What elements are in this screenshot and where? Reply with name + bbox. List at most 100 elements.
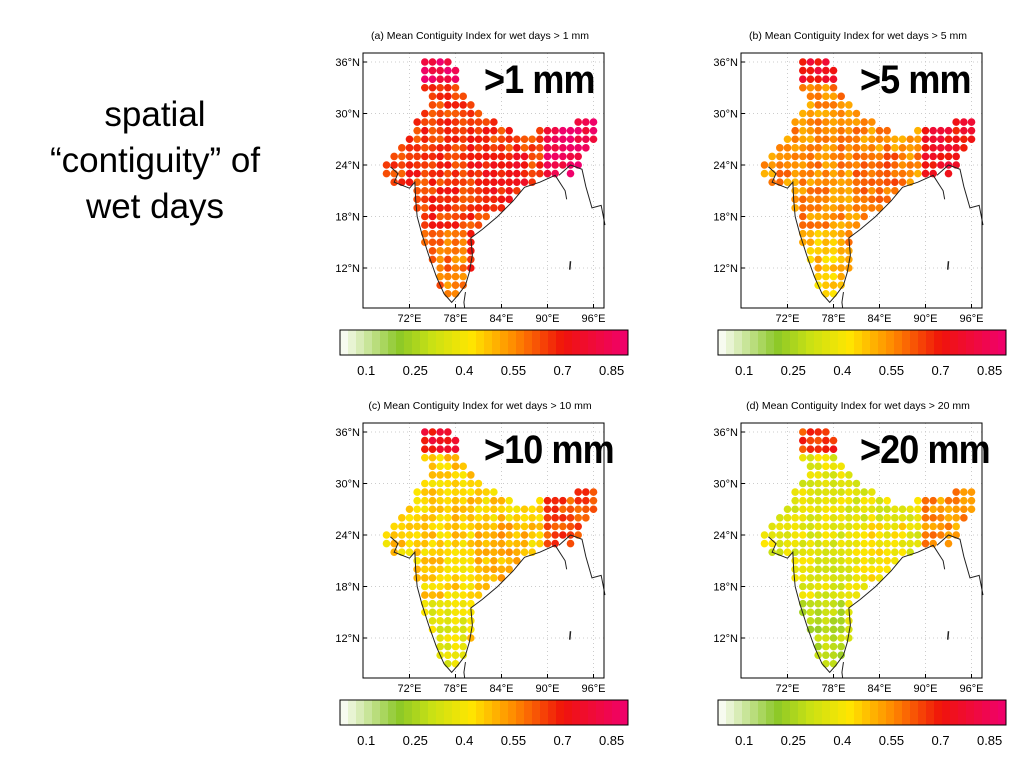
grid-cell-dot	[883, 195, 891, 204]
grid-cell-dot	[490, 126, 498, 135]
grid-cell-dot	[829, 651, 838, 659]
grid-cell-dot	[520, 522, 529, 531]
grid-cell-dot	[459, 238, 467, 247]
grid-cell-dot	[829, 229, 838, 238]
grid-cell-dot	[814, 247, 822, 255]
grid-cell-dot	[482, 135, 490, 144]
grid-cell-dot	[914, 161, 922, 169]
colorbar-band	[886, 330, 895, 355]
grid-cell-dot	[891, 531, 899, 539]
grid-cell-dot	[845, 574, 853, 582]
lat-tick-label: 18°N	[335, 582, 360, 594]
grid-cell-dot	[883, 496, 891, 505]
grid-cell-dot	[829, 75, 838, 83]
grid-cell-dot	[566, 126, 575, 135]
colorbar-band	[854, 700, 863, 725]
grid-cell-dot	[837, 118, 845, 126]
grid-cell-dot	[520, 152, 529, 161]
grid-cell-dot	[960, 488, 968, 496]
grid-cell-dot	[451, 505, 460, 514]
grid-cell-dot	[382, 161, 391, 169]
grid-cell-dot	[467, 514, 475, 522]
grid-cell-dot	[860, 118, 868, 126]
grid-cell-dot	[814, 471, 822, 479]
grid-cell-dot	[852, 204, 861, 212]
grid-cell-dot	[451, 436, 460, 445]
grid-cell-dot	[929, 522, 937, 531]
grid-cell-dot	[428, 462, 437, 471]
grid-cell-dot	[436, 255, 444, 264]
grid-cell-dot	[451, 101, 460, 109]
colorbar-frame	[717, 699, 1007, 726]
grid-cell-dot	[806, 488, 815, 496]
grid-cell-dot	[791, 531, 799, 539]
grid-cell-dot	[444, 453, 452, 462]
colorbar-band	[918, 700, 927, 725]
grid-cell-dot	[451, 255, 460, 264]
grid-cell-dot	[421, 66, 429, 75]
grid-cell-dot	[829, 488, 838, 496]
grid-cell-dot	[566, 505, 575, 514]
grid-cell-dot	[845, 144, 853, 152]
colorbar-tick-label: 0.55	[879, 733, 904, 748]
grid-cell-dot	[505, 195, 513, 204]
grid-cell-dot	[760, 161, 769, 169]
grid-cell-dot	[837, 625, 845, 634]
grid-cell-dot	[428, 118, 437, 126]
grid-cell-dot	[428, 531, 437, 539]
colorbar-band	[372, 700, 381, 725]
grid-cell-dot	[799, 556, 807, 565]
grid-cell-dot	[444, 539, 452, 548]
grid-cell-dot	[451, 126, 460, 135]
grid-cell-dot	[459, 161, 467, 169]
grid-cell-dot	[451, 109, 460, 118]
colorbar-tick-label: 0.85	[599, 733, 624, 748]
grid-cell-dot	[868, 204, 876, 212]
grid-cell-dot	[783, 531, 792, 539]
grid-cell-dot	[444, 186, 452, 195]
grid-cell-dot	[822, 109, 830, 118]
grid-cell-dot	[451, 92, 460, 101]
grid-cell-dot	[451, 539, 460, 548]
colorbar-band	[910, 700, 919, 725]
grid-cell-dot	[914, 169, 922, 178]
grid-cell-dot	[428, 66, 437, 75]
grid-cell-dot	[791, 505, 799, 514]
colorbar-tick-label: 0.85	[977, 363, 1002, 378]
grid-cell-dot	[451, 574, 460, 582]
grid-cell-dot	[513, 514, 521, 522]
grid-cell-dot	[814, 66, 822, 75]
grid-cell-dot	[474, 574, 483, 582]
grid-cell-dot	[822, 436, 830, 445]
grid-cell-dot	[428, 109, 437, 118]
grid-cell-dot	[960, 514, 968, 522]
grid-cell-dot	[451, 152, 460, 161]
grid-cell-dot	[806, 539, 815, 548]
grid-cell-dot	[543, 169, 552, 178]
grid-cell-dot	[428, 126, 437, 135]
grid-cell-dot	[444, 264, 452, 272]
grid-cell-dot	[436, 144, 444, 152]
grid-cell-dot	[436, 591, 444, 599]
grid-cell-dot	[806, 514, 815, 522]
grid-cell-dot	[467, 247, 475, 255]
grid-cell-dot	[783, 539, 792, 548]
grid-cell-dot	[474, 161, 483, 169]
grid-cell-dot	[799, 591, 807, 599]
grid-cell-dot	[474, 178, 483, 186]
grid-cell-dot	[444, 109, 452, 118]
grid-cell-dot	[760, 531, 769, 539]
grid-cell-dot	[860, 186, 868, 195]
colorbar-band	[516, 330, 525, 355]
colorbar-band	[982, 700, 991, 725]
grid-cell-dot	[513, 161, 521, 169]
grid-cell-dot	[451, 161, 460, 169]
grid-cell-dot	[921, 161, 930, 169]
grid-cell-dot	[829, 634, 838, 642]
grid-cell-dot	[451, 634, 460, 642]
grid-cell-dot	[551, 522, 559, 531]
grid-cell-dot	[875, 522, 884, 531]
grid-cell-dot	[428, 617, 437, 625]
colorbar-band	[878, 700, 887, 725]
grid-cell-dot	[436, 229, 444, 238]
